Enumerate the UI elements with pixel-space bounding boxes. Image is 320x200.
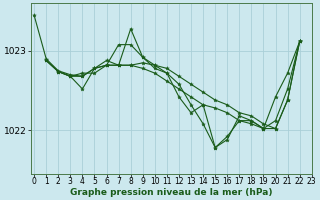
X-axis label: Graphe pression niveau de la mer (hPa): Graphe pression niveau de la mer (hPa) — [70, 188, 272, 197]
